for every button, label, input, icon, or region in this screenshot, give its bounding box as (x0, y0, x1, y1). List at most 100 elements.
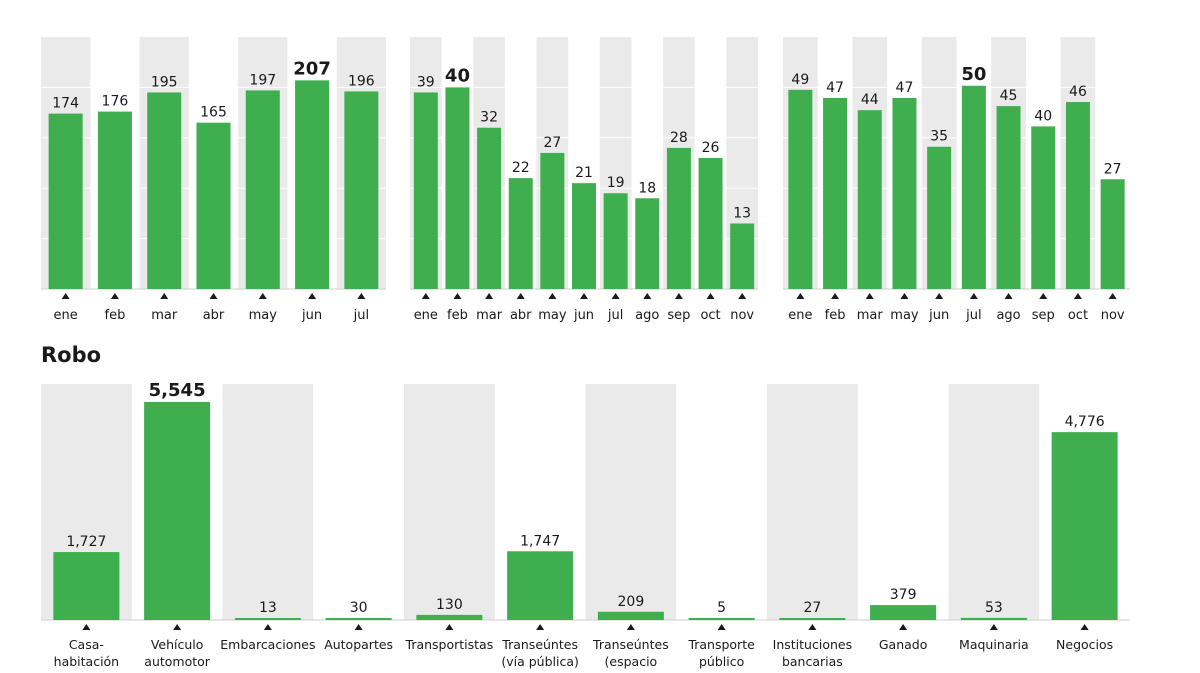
data-label: 35 (930, 129, 948, 145)
data-label: 197 (249, 72, 276, 88)
tick-marker (110, 293, 119, 299)
tick-marker (485, 293, 494, 299)
data-label: 4,776 (1065, 414, 1105, 430)
data-label: 39 (417, 74, 435, 90)
bar (960, 617, 1027, 620)
category-label: jun (928, 308, 949, 323)
tick-marker (453, 293, 462, 299)
category-label: jun (301, 308, 322, 323)
category-label: jul (353, 308, 369, 323)
tick-marker (357, 293, 366, 299)
data-label: 1,727 (66, 534, 106, 550)
tick-marker (1039, 293, 1048, 299)
bar (996, 106, 1021, 289)
tick-marker (536, 624, 545, 630)
tick-marker (796, 293, 805, 299)
category-label: jul (607, 308, 623, 323)
column-stripe (585, 384, 677, 620)
tick-marker (516, 293, 525, 299)
data-label: 44 (861, 92, 879, 108)
column-stripe (222, 384, 314, 620)
bar (48, 113, 83, 289)
bar (416, 614, 483, 620)
tick-marker (160, 293, 169, 299)
category-label: may (890, 308, 919, 323)
category-label: abr (510, 308, 532, 323)
tick-marker (308, 293, 317, 299)
data-label: 176 (102, 94, 129, 110)
data-label: 32 (480, 110, 498, 126)
category-label: Transeúntes (501, 637, 578, 652)
data-label: 209 (618, 594, 645, 610)
data-label: 49 (791, 72, 809, 88)
category-label: Embarcaciones (220, 637, 315, 652)
data-label: 27 (1104, 161, 1122, 177)
category-label: abr (203, 308, 225, 323)
bar (53, 552, 120, 620)
data-label: 130 (436, 597, 463, 613)
bar (413, 92, 438, 289)
tick-marker (738, 293, 747, 299)
data-label: 5 (717, 600, 726, 616)
data-label: 46 (1069, 84, 1087, 100)
data-label: 26 (702, 140, 720, 156)
bar (779, 618, 846, 620)
category-label: ago (635, 308, 659, 323)
category-label: Transeúntes (592, 637, 669, 652)
category-label: may (249, 308, 278, 323)
category-label: feb (447, 308, 468, 323)
category-label: mar (857, 308, 884, 323)
bar (961, 85, 986, 289)
category-label: Vehículo (151, 637, 204, 652)
tick-marker (61, 293, 70, 299)
tick-marker (865, 293, 874, 299)
bar (1065, 102, 1090, 289)
data-label: 45 (1000, 88, 1018, 104)
category-label: sep (667, 308, 690, 323)
category-label: Casa- (69, 637, 104, 652)
tick-marker (1108, 293, 1117, 299)
category-label: Transportistas (405, 637, 494, 652)
data-label: 30 (350, 600, 368, 616)
bar (892, 97, 917, 289)
bar (147, 92, 182, 289)
bar (445, 87, 470, 290)
data-label: 207 (293, 58, 331, 79)
data-label: 27 (803, 600, 821, 616)
bar (234, 618, 301, 620)
bar (344, 91, 379, 289)
tick-marker (354, 624, 363, 630)
data-label: 5,545 (149, 380, 206, 401)
tick-marker (1073, 293, 1082, 299)
column-stripe (948, 384, 1040, 620)
tick-marker (421, 293, 430, 299)
bar (788, 89, 813, 289)
tick-marker (82, 624, 91, 630)
bar (144, 401, 211, 620)
bar (507, 551, 574, 620)
category-label: ene (788, 308, 812, 323)
bar (572, 183, 596, 289)
data-label: 18 (638, 180, 656, 196)
bar (508, 178, 533, 289)
category-label: Transporte (687, 637, 755, 652)
bar (1031, 126, 1056, 289)
tick-marker (209, 293, 218, 299)
category-label: ene (414, 308, 438, 323)
robo-section-title: Robo (41, 343, 102, 367)
bar (698, 157, 723, 289)
tick-marker (626, 624, 635, 630)
category-label: Autopartes (324, 637, 393, 652)
category-label: jul (965, 308, 981, 323)
data-label: 47 (826, 80, 844, 96)
bar (1100, 179, 1125, 289)
category-label: Negocios (1056, 637, 1113, 652)
category-label: Maquinaria (959, 637, 1029, 652)
category-label: nov (730, 308, 754, 323)
bar (1051, 432, 1118, 620)
tick-marker (808, 624, 817, 630)
category-label: nov (1101, 308, 1125, 323)
category-label: mar (151, 308, 178, 323)
category-label: público (699, 654, 744, 669)
category-label: sep (1032, 308, 1055, 323)
